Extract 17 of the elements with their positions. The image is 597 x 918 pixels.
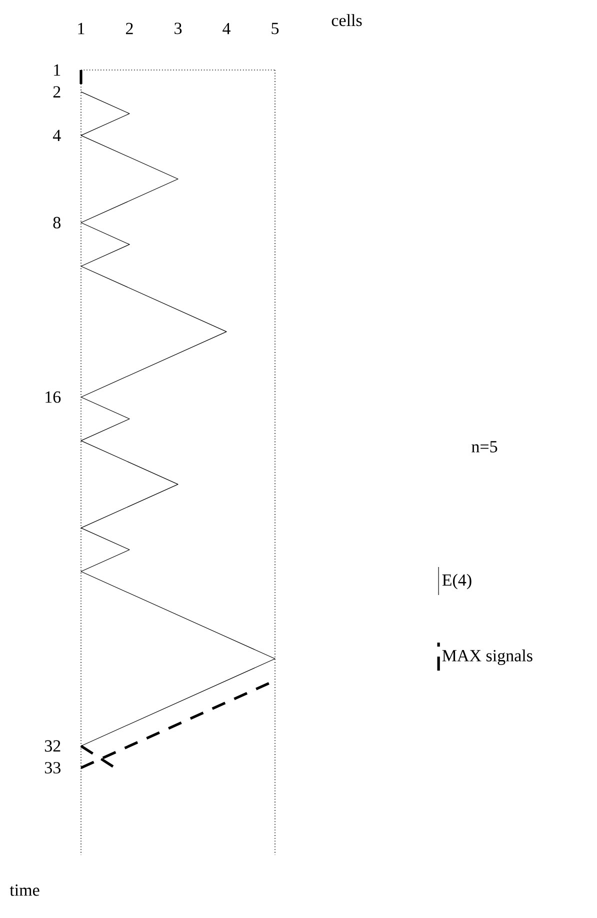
x-tick-label: 2 (126, 22, 133, 34)
y-tick-label: 8 (53, 216, 60, 228)
x-axis-title: cells (332, 14, 362, 26)
x-tick-label: 5 (272, 22, 279, 34)
y-axis-title: time (10, 884, 40, 896)
x-tick-label: 1 (78, 22, 84, 34)
y-tick-label: 32 (44, 740, 60, 752)
y-tick-label: 33 (44, 762, 60, 774)
x-tick-label: 4 (222, 22, 230, 34)
legend-label: E(4) (442, 574, 472, 590)
y-tick-label: 2 (53, 86, 60, 98)
x-tick-label: 3 (174, 22, 182, 34)
y-tick-label: 1 (54, 64, 60, 76)
y-tick-label: 16 (46, 391, 61, 403)
y-tick-label: 4 (52, 130, 61, 142)
legend-label: MAX signals (442, 649, 532, 665)
text: n=5 (472, 441, 498, 452)
